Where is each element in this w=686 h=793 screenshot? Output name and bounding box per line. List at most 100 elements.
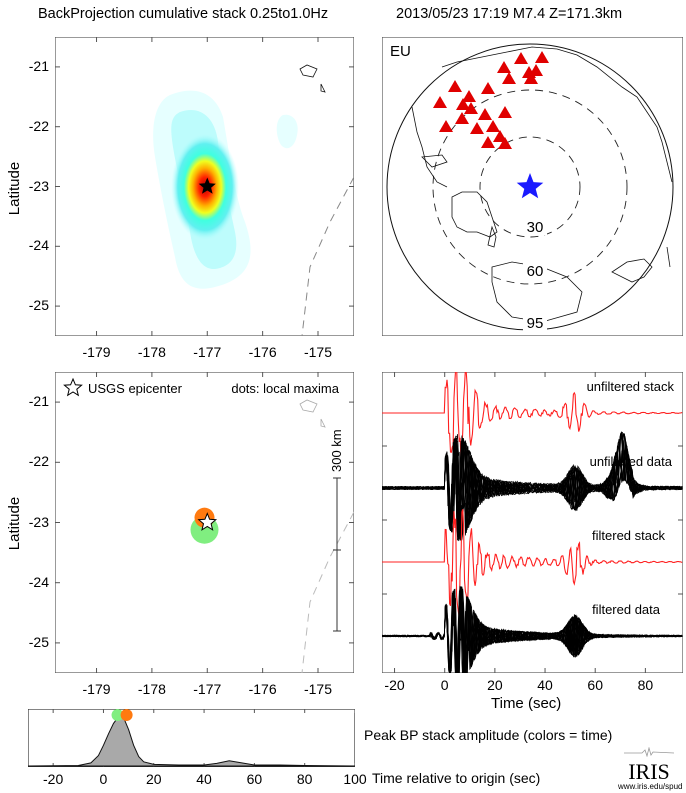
legend-epicenter-label: USGS epicenter [88, 381, 183, 396]
y-tick-label: -23 [28, 177, 49, 194]
scale-bar [333, 477, 341, 632]
trace-unfiltered-stack [382, 372, 683, 459]
station-triangle [456, 98, 470, 110]
ring-label-30: 30 [527, 219, 544, 236]
x-tick-label: -20 [43, 771, 64, 787]
x-tick-label: 20 [487, 677, 503, 693]
x-tick-label: 0 [99, 771, 108, 787]
x-tick-label: -178 [137, 681, 166, 697]
p1-epicenter-star [198, 177, 216, 194]
station-triangle [439, 120, 453, 132]
iris-url: www.iris.edu/spud [618, 782, 683, 791]
y-tick-label: -21 [28, 57, 49, 74]
peak-amplitude-plot [28, 709, 355, 767]
y-tick-label: -24 [28, 573, 49, 590]
p1-side-contour [276, 114, 298, 149]
x-tick-label: 80 [296, 771, 313, 787]
epicenter-star-blue [516, 173, 544, 199]
seismo-logo-icon [624, 746, 675, 758]
peak-dot-green [111, 709, 124, 721]
station-triangle [455, 112, 469, 124]
trace-unfiltered-data [382, 440, 683, 537]
x-tick-label: -179 [82, 681, 111, 697]
local-maxima-plot: USGS epicenter dots: local maxima 300 km [55, 372, 354, 673]
seismogram-plot: unfiltered stack unfiltered data filtere… [382, 372, 683, 673]
legend-star-icon [63, 377, 83, 397]
station-triangle [433, 96, 447, 108]
y-tick-label: -24 [28, 237, 49, 254]
legend-dots-label: dots: local maxima [231, 381, 339, 396]
station-triangle [497, 61, 511, 73]
station-triangle [498, 106, 512, 118]
figure-title: BackProjection cumulative stack 0.25to1.… [38, 6, 329, 22]
network-label: EU [390, 43, 411, 60]
p1-ylabel: Latitude [6, 161, 24, 216]
station-triangle [524, 72, 538, 84]
label-filtered-stack: filtered stack [592, 528, 665, 543]
station-map: EU 30 60 95 [382, 37, 683, 336]
label-filtered-data: filtered data [592, 602, 661, 617]
p1-island-1 [299, 64, 326, 93]
x-tick-label: 60 [246, 771, 263, 787]
p3-islands [299, 399, 326, 428]
x-tick-label: 80 [637, 677, 654, 693]
ring-label-bg-95 [523, 315, 547, 331]
x-tick-label: -176 [248, 344, 277, 360]
x-tick-label: -177 [193, 681, 222, 697]
label-unfiltered-stack: unfiltered stack [587, 379, 675, 394]
trace-filtered-stack [382, 509, 683, 617]
y-tick-label: -23 [28, 513, 49, 530]
trace-filtered-data [382, 591, 683, 673]
ring-label-95: 95 [527, 315, 544, 332]
station-triangle [464, 102, 478, 114]
coastlines [411, 46, 673, 323]
peak-dot-orange [120, 709, 133, 721]
iris-logo-text: IRIS [628, 759, 670, 784]
p1-ticks [55, 37, 354, 336]
station-triangle [481, 82, 495, 94]
trace-unfiltered-data [382, 433, 683, 539]
p1-trench-line [301, 176, 354, 336]
x-tick-label: -177 [193, 344, 222, 360]
ring-label-bg-60 [523, 263, 547, 279]
station-triangle [462, 90, 476, 102]
station-triangle [535, 51, 549, 63]
x-tick-label: -20 [384, 677, 405, 693]
ring-30 [479, 136, 581, 238]
x-tick-label: 100 [343, 771, 367, 787]
station-triangle [514, 52, 528, 64]
x-tick-label: -175 [303, 344, 333, 360]
peak-amplitude-area [28, 716, 355, 767]
p3-trench-line [301, 511, 354, 673]
iris-logo: IRIS www.iris.edu/spud [618, 744, 683, 791]
x-tick-label: 60 [587, 677, 603, 693]
y-tick-label: -25 [28, 633, 49, 650]
x-tick-label: 40 [537, 677, 553, 693]
y-tick-label: -21 [28, 393, 49, 410]
x-tick-label: -176 [248, 681, 277, 697]
p4-xlabel: Time (sec) [491, 695, 562, 712]
scale-bar-label: 300 km [329, 429, 344, 472]
x-tick-label: 0 [440, 677, 449, 693]
bp-heatmap-plot [55, 37, 354, 336]
x-tick-label: -175 [303, 681, 333, 697]
x-tick-label: -179 [82, 344, 111, 360]
station-triangle [470, 122, 484, 134]
station-triangle [502, 72, 516, 84]
p3-ylabel: Latitude [6, 496, 24, 551]
station-triangle [529, 64, 543, 76]
station-triangle [486, 120, 500, 132]
x-tick-label: -178 [137, 344, 166, 360]
stations [433, 51, 549, 149]
peak-maxima-dots [111, 709, 133, 721]
x-tick-label: 20 [145, 771, 162, 787]
station-triangle [498, 137, 512, 149]
y-tick-label: -22 [28, 453, 49, 470]
ring-label-60: 60 [527, 263, 544, 280]
station-triangle [448, 80, 462, 92]
event-info: 2013/05/23 17:19 M7.4 Z=171.3km [396, 6, 623, 22]
x-tick-label: 40 [196, 771, 212, 787]
label-unfiltered-data: unfiltered data [590, 454, 673, 469]
ring-label-bg-30 [523, 219, 547, 235]
station-triangle [493, 130, 507, 142]
